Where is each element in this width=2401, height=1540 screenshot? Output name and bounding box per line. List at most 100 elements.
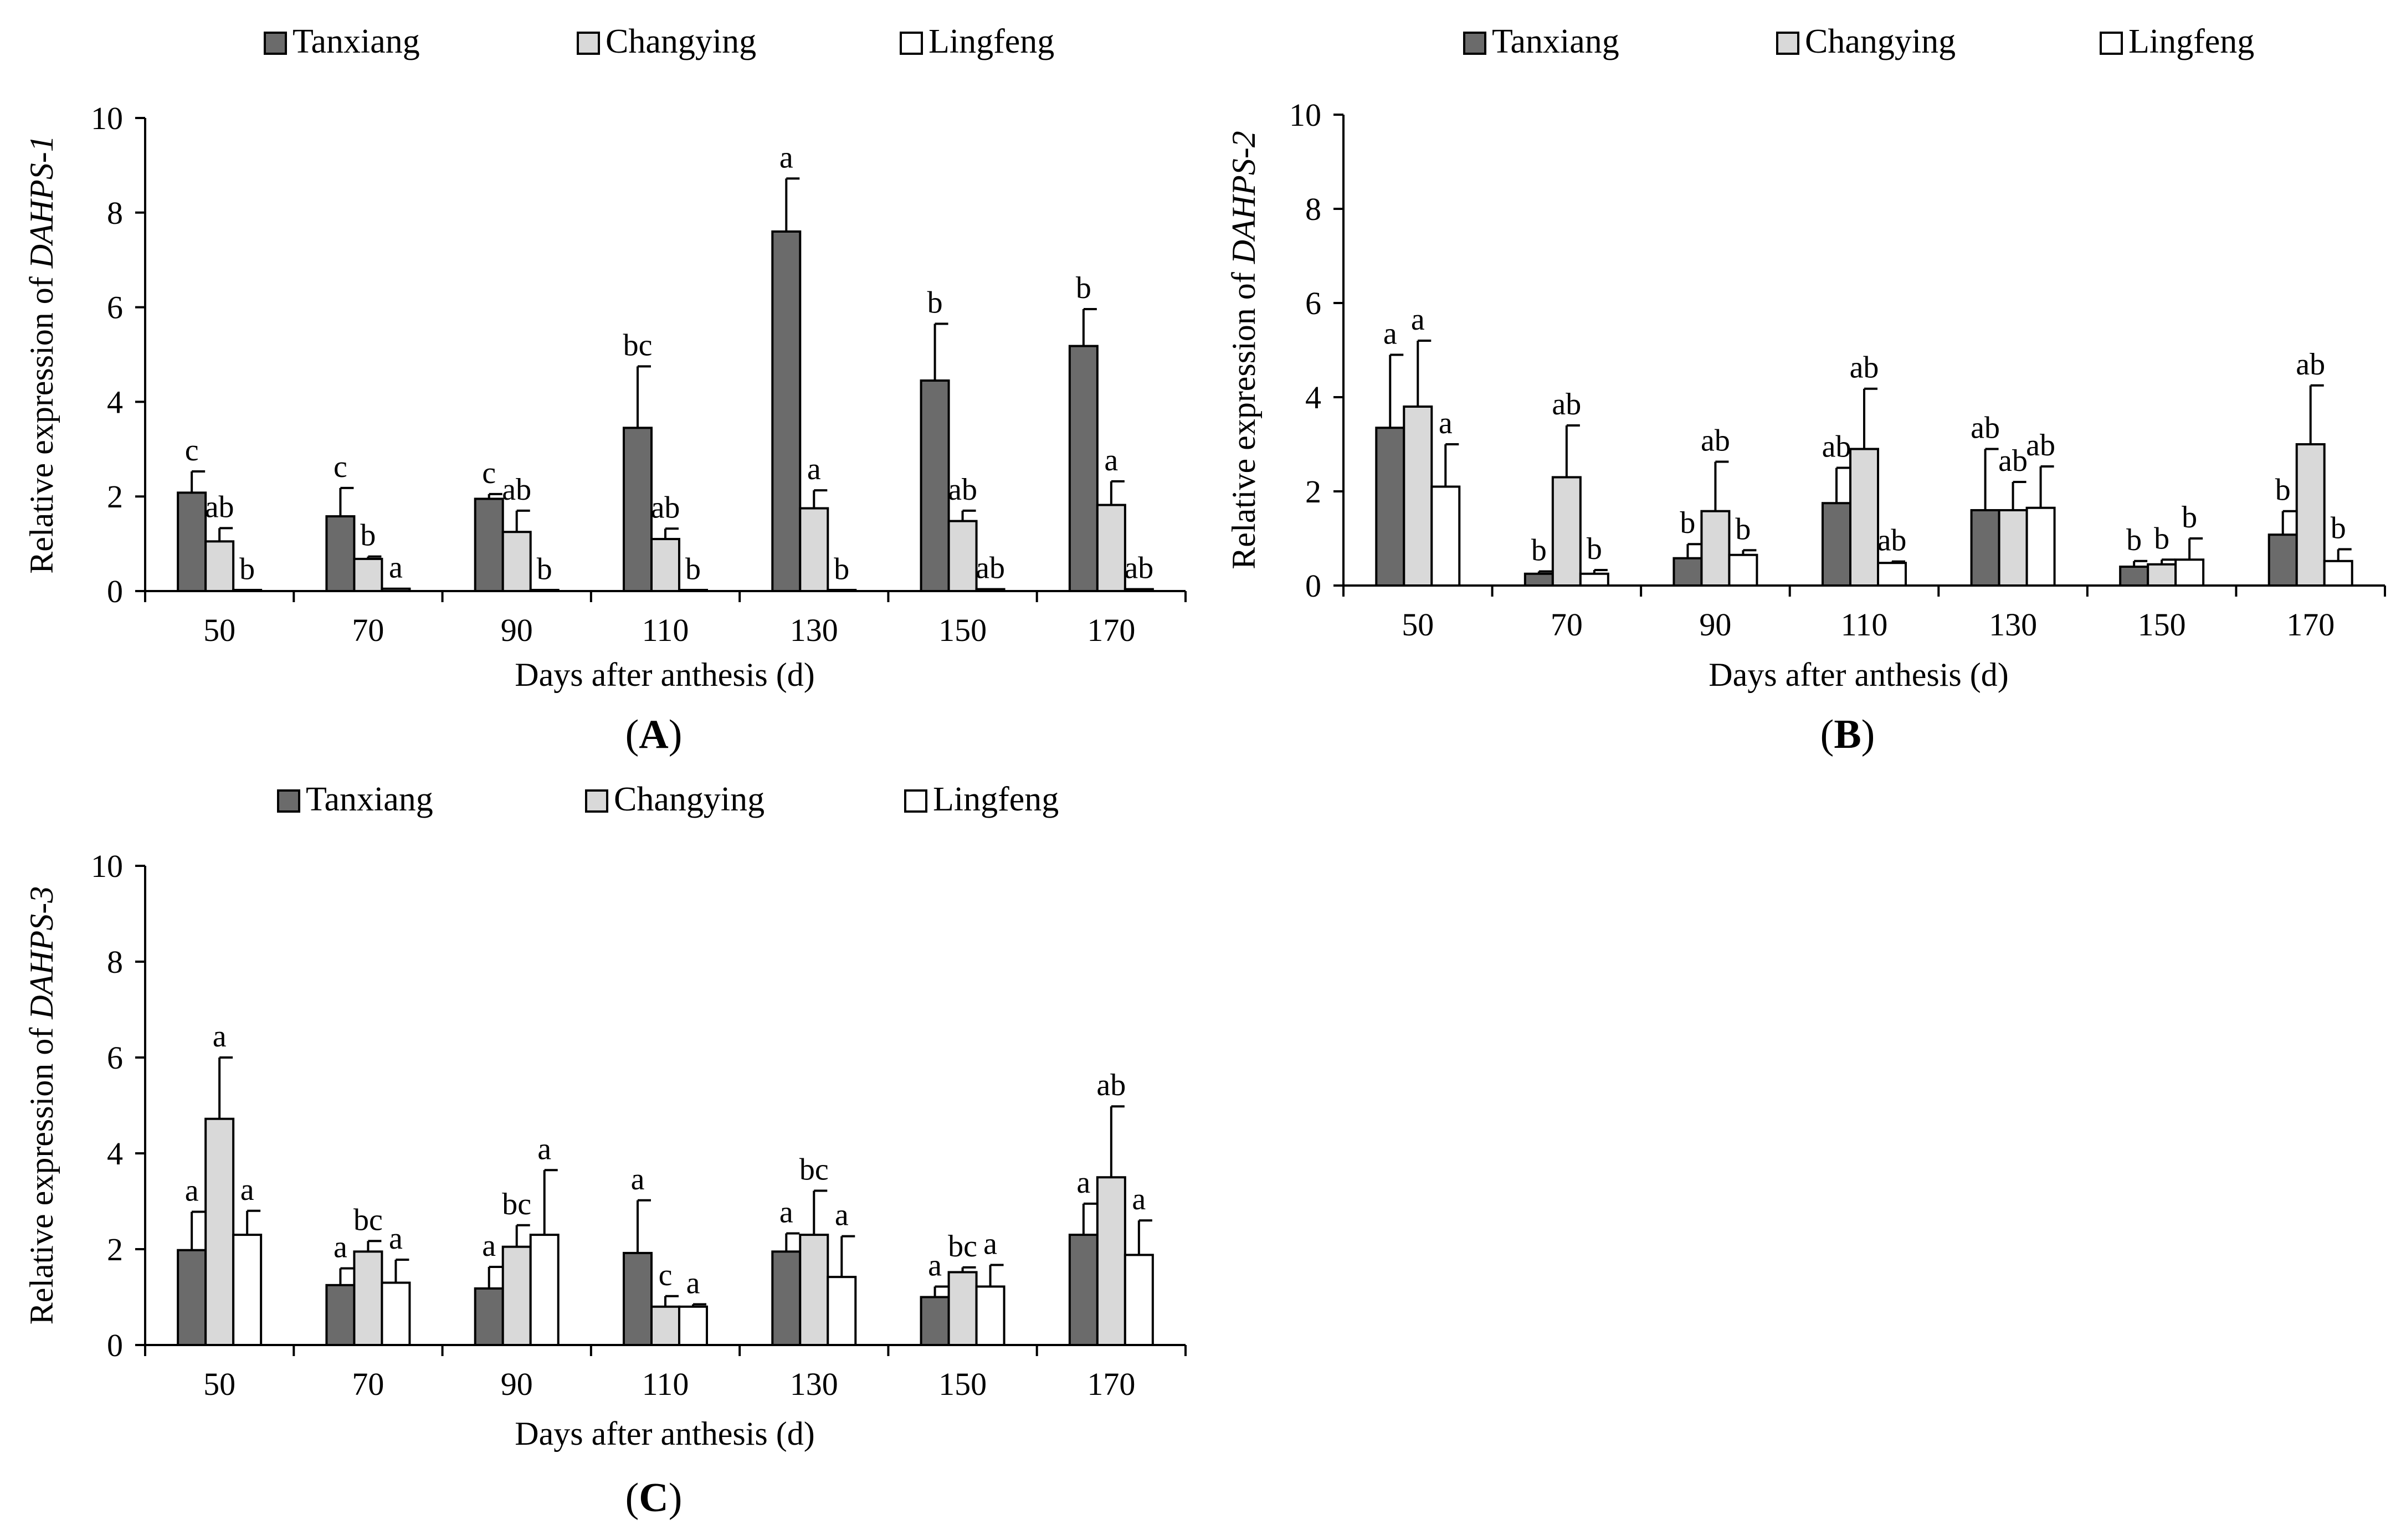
significance-label-lingfeng-130: b (834, 552, 849, 586)
bar-lingfeng-150 (975, 1285, 1005, 1346)
bar-changying-150 (947, 1271, 978, 1347)
legend-label-changying: Changying (614, 781, 765, 818)
significance-label-changying-170: ab (1096, 1068, 1126, 1102)
bar-tanxiang-50 (1375, 427, 1405, 587)
significance-label-tanxiang-90: a (482, 1229, 496, 1263)
x-tick-label-90: 90 (1699, 607, 1731, 643)
significance-label-lingfeng-70: b (1587, 532, 1602, 566)
significance-label-lingfeng-170: b (2331, 511, 2346, 546)
significance-label-changying-90: bc (502, 1187, 531, 1221)
x-tick-label-170: 170 (1087, 1366, 1135, 1402)
significance-label-lingfeng-170: ab (1124, 551, 1153, 586)
significance-label-changying-170: a (1104, 443, 1118, 478)
significance-label-changying-50: a (1411, 302, 1425, 337)
significance-label-changying-110: ab (1850, 351, 1879, 385)
significance-label-changying-90: ab (1701, 423, 1730, 458)
significance-label-lingfeng-110: ab (1877, 523, 1907, 558)
legend-label-lingfeng: Lingfeng (928, 23, 1054, 60)
x-tick-label-90: 90 (501, 1366, 533, 1402)
bar-lingfeng-130 (827, 1276, 857, 1346)
bar-changying-90 (501, 531, 532, 592)
x-tick-label-130: 130 (790, 612, 838, 648)
significance-label-lingfeng-70: a (389, 1221, 403, 1256)
y-tick-label-0: 0 (107, 573, 123, 609)
significance-label-changying-150: ab (948, 473, 977, 507)
x-tick-label-110: 110 (1841, 607, 1888, 643)
x-tick-label-130: 130 (790, 1366, 838, 1402)
y-axis-title: Relative expression of DAHPS-1 (23, 135, 60, 573)
bar-tanxiang-110 (623, 1251, 653, 1346)
x-tick-label-70: 70 (1551, 607, 1583, 643)
bar-lingfeng-110 (678, 1305, 708, 1347)
bar-changying-90 (501, 1245, 532, 1347)
bar-lingfeng-90 (529, 1234, 560, 1347)
significance-label-lingfeng-70: a (389, 551, 403, 585)
bar-changying-50 (204, 1117, 235, 1346)
y-tick-label-8: 8 (107, 195, 123, 231)
y-tick-label-6: 6 (1305, 285, 1321, 321)
x-tick-label-150: 150 (938, 612, 987, 648)
legend-swatch-lingfeng (900, 32, 923, 55)
panel-label-B: (B) (1820, 712, 1875, 757)
significance-label-tanxiang-150: b (927, 285, 943, 320)
legend-swatch-tanxiang (1463, 32, 1486, 55)
y-axis-title-gene: DAHPS-1 (23, 135, 60, 269)
significance-label-lingfeng-90: a (537, 1132, 551, 1166)
bar-changying-170 (1096, 504, 1126, 593)
x-tick-label-150: 150 (2138, 607, 2186, 643)
y-tick-label-4: 4 (107, 1136, 123, 1172)
y-tick-label-8: 8 (1305, 191, 1321, 227)
bar-tanxiang-170 (1068, 1234, 1099, 1347)
legend-swatch-changying (1776, 32, 1799, 55)
legend-swatch-tanxiang (264, 32, 287, 55)
significance-label-tanxiang-150: a (928, 1248, 942, 1282)
significance-label-tanxiang-70: a (334, 1230, 347, 1265)
x-tick-label-50: 50 (203, 612, 235, 648)
significance-label-tanxiang-150: b (2126, 523, 2142, 557)
significance-label-changying-70: bc (353, 1203, 383, 1237)
significance-label-changying-70: ab (1552, 387, 1581, 422)
legend-swatch-tanxiang (277, 789, 300, 813)
x-tick-label-70: 70 (352, 1366, 384, 1402)
bar-changying-170 (2295, 443, 2326, 587)
x-axis-title: Days after anthesis (d) (1709, 656, 2008, 693)
bar-lingfeng-70 (381, 1281, 411, 1347)
bar-tanxiang-110 (1822, 502, 1851, 587)
significance-label-tanxiang-110: a (631, 1162, 645, 1197)
bar-lingfeng-170 (1123, 1254, 1154, 1346)
x-tick-label-170: 170 (1087, 612, 1135, 648)
bar-lingfeng-150 (2174, 558, 2205, 587)
x-axis-title: Days after anthesis (d) (515, 1415, 814, 1452)
x-tick-label-50: 50 (203, 1366, 235, 1402)
bar-changying-70 (353, 1250, 383, 1346)
bar-changying-150 (947, 520, 978, 592)
y-tick-label-4: 4 (107, 384, 123, 420)
significance-label-tanxiang-50: c (185, 433, 199, 468)
significance-label-lingfeng-50: a (240, 1173, 254, 1207)
legend-label-lingfeng: Lingfeng (2128, 23, 2254, 60)
significance-label-changying-70: b (360, 519, 376, 553)
x-tick-label-90: 90 (501, 612, 533, 648)
bar-changying-130 (799, 1234, 829, 1347)
bar-tanxiang-150 (920, 379, 950, 592)
bar-changying-90 (1700, 510, 1731, 587)
bar-tanxiang-90 (1673, 557, 1703, 587)
bar-changying-170 (1096, 1176, 1126, 1346)
y-tick-label-6: 6 (107, 290, 123, 326)
y-tick-label-10: 10 (91, 848, 123, 884)
x-tick-label-110: 110 (642, 612, 689, 648)
significance-label-changying-110: ab (651, 490, 680, 525)
legend-swatch-changying (585, 789, 608, 813)
bar-lingfeng-170 (2323, 559, 2353, 587)
y-axis-title-prefix: Relative expression of (23, 1019, 60, 1325)
significance-label-lingfeng-170: a (1132, 1182, 1146, 1216)
significance-label-tanxiang-170: b (1076, 271, 1091, 305)
y-axis-title: Relative expression of DAHPS-2 (1225, 131, 1262, 569)
y-tick-label-0: 0 (1305, 568, 1321, 604)
bar-tanxiang-90 (474, 497, 504, 592)
x-tick-label-150: 150 (938, 1366, 987, 1402)
bar-lingfeng-70 (1579, 572, 1609, 587)
